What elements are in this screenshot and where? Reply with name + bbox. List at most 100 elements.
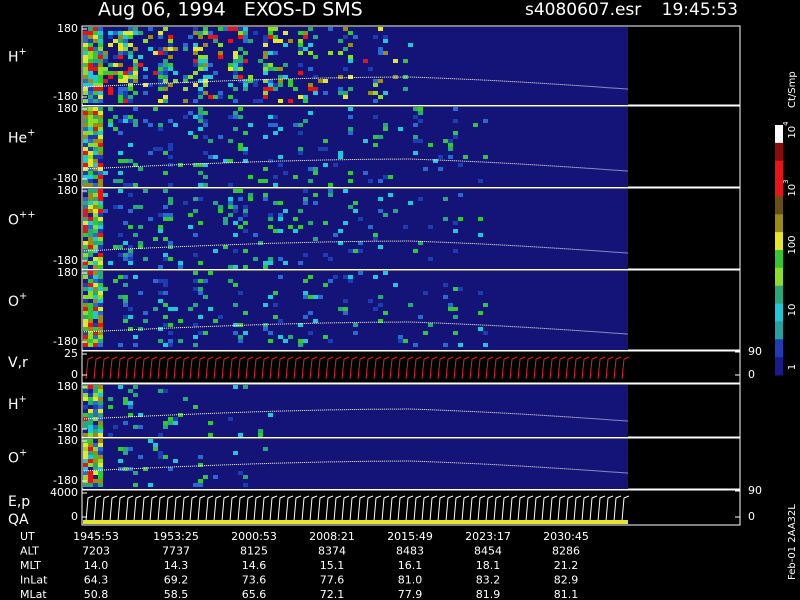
spectrogram-cell bbox=[83, 91, 88, 95]
spectrogram-cell bbox=[98, 95, 103, 99]
spectrogram-cell bbox=[93, 433, 98, 437]
spectrogram-cell bbox=[373, 35, 378, 39]
spectrogram-cell bbox=[118, 159, 123, 163]
spectrogram-cell bbox=[253, 79, 258, 83]
spectrogram-cell bbox=[98, 463, 103, 467]
spectrogram-cell bbox=[93, 79, 98, 83]
spectrogram-cell bbox=[408, 201, 413, 205]
spectrogram-cell bbox=[348, 275, 353, 279]
spectrogram-cell bbox=[203, 475, 208, 479]
spectrogram-cell bbox=[103, 79, 108, 83]
spectrogram-cell bbox=[128, 447, 133, 451]
spectrogram-cell bbox=[98, 83, 103, 87]
spectrogram-cell bbox=[98, 405, 103, 409]
spectrogram-cell bbox=[158, 327, 163, 331]
spectrogram-cell bbox=[83, 283, 88, 287]
spectrogram-cell bbox=[98, 303, 103, 307]
spectrogram-cell bbox=[168, 183, 173, 187]
spectrogram-cell bbox=[188, 131, 193, 135]
spectrogram-cell bbox=[128, 183, 133, 187]
spectrogram-cell bbox=[153, 443, 158, 447]
spectrogram-cell bbox=[113, 179, 118, 183]
spectrogram-cell bbox=[93, 257, 98, 261]
spectrogram-cell bbox=[228, 197, 233, 201]
spectrogram-cell bbox=[168, 39, 173, 43]
spectrogram-cell bbox=[138, 205, 143, 209]
spectrogram-cell bbox=[393, 75, 398, 79]
spectrogram-cell bbox=[103, 71, 108, 75]
spectrogram-cell bbox=[123, 401, 128, 405]
spectrogram-cell bbox=[98, 51, 103, 55]
spectrogram-cell bbox=[93, 39, 98, 43]
spectrogram-cell bbox=[83, 483, 88, 487]
spectrogram-cell bbox=[243, 213, 248, 217]
spectrogram-cell bbox=[308, 67, 313, 71]
spectrogram-cell bbox=[98, 171, 103, 175]
spectrogram-cell bbox=[243, 483, 248, 487]
spectrogram-cell bbox=[163, 425, 168, 429]
spectrogram-cell bbox=[378, 27, 383, 31]
spectrogram-cell bbox=[83, 167, 88, 171]
spectrogram-cell bbox=[93, 201, 98, 205]
spectrogram-cell bbox=[98, 107, 103, 111]
spectrogram-cell bbox=[93, 479, 98, 483]
spectrogram-cell bbox=[383, 175, 388, 179]
spectrogram-cell bbox=[233, 303, 238, 307]
spectrogram-cell bbox=[148, 483, 153, 487]
spectrogram-cell bbox=[93, 155, 98, 159]
spectrogram-cell bbox=[93, 115, 98, 119]
spectrogram-cell bbox=[218, 51, 223, 55]
spectrogram-cell bbox=[313, 75, 318, 79]
spectrogram-cell bbox=[273, 123, 278, 127]
spectrogram-cell bbox=[323, 163, 328, 167]
spectrogram-cell bbox=[428, 257, 433, 261]
spectrogram-cell bbox=[198, 483, 203, 487]
spectrogram-cell bbox=[83, 299, 88, 303]
spectrogram-cell bbox=[308, 167, 313, 171]
spectrogram-cell bbox=[373, 115, 378, 119]
spectrogram-cell bbox=[88, 31, 93, 35]
spectrogram-cell bbox=[298, 147, 303, 151]
spectrogram-cell bbox=[118, 71, 123, 75]
panel-label: He+ bbox=[8, 127, 35, 146]
spectrogram-cell bbox=[88, 225, 93, 229]
spectrogram-cell bbox=[233, 27, 238, 31]
spectrogram-cell bbox=[283, 43, 288, 47]
spectrogram-cell bbox=[198, 31, 203, 35]
spectrogram-cell bbox=[93, 307, 98, 311]
spectrogram-cell bbox=[293, 123, 298, 127]
spectrogram-cell bbox=[268, 51, 273, 55]
spectrogram-cell bbox=[93, 335, 98, 339]
spectrogram-cell bbox=[208, 139, 213, 143]
spectrogram-cell bbox=[138, 167, 143, 171]
spectrogram-cell bbox=[98, 475, 103, 479]
spectrogram-cell bbox=[93, 51, 98, 55]
spectrogram-cell bbox=[83, 111, 88, 115]
spectrogram-cell bbox=[418, 241, 423, 245]
spectrogram-cell bbox=[268, 79, 273, 83]
spectrogram-cell bbox=[98, 147, 103, 151]
footer: Feb-01 2AA32L bbox=[787, 504, 798, 580]
spectrogram-cell bbox=[88, 39, 93, 43]
spectrogram-cell bbox=[483, 343, 488, 347]
orbit-value: 82.9 bbox=[554, 574, 579, 587]
spectrogram-cell bbox=[263, 91, 268, 95]
spectrogram-cell bbox=[93, 331, 98, 335]
spectrogram-cell bbox=[343, 221, 348, 225]
spectrogram-cell bbox=[313, 237, 318, 241]
colorbar-swatch bbox=[775, 250, 783, 269]
spectrogram-cell bbox=[453, 135, 458, 139]
spectrogram-cell bbox=[473, 123, 478, 127]
spectrogram-cell bbox=[168, 147, 173, 151]
spectrogram-cell bbox=[233, 71, 238, 75]
spectrogram-cell bbox=[93, 253, 98, 257]
spectrogram-cell bbox=[98, 287, 103, 291]
spectrogram-cell bbox=[328, 189, 333, 193]
spectrogram-cell bbox=[308, 179, 313, 183]
spectrogram-cell bbox=[193, 27, 198, 31]
spectrogram-cell bbox=[303, 291, 308, 295]
orbit-row-name: InLat bbox=[20, 574, 48, 587]
spectrogram-cell bbox=[83, 55, 88, 59]
spectrogram-cell bbox=[208, 35, 213, 39]
spectrogram-cell bbox=[218, 95, 223, 99]
